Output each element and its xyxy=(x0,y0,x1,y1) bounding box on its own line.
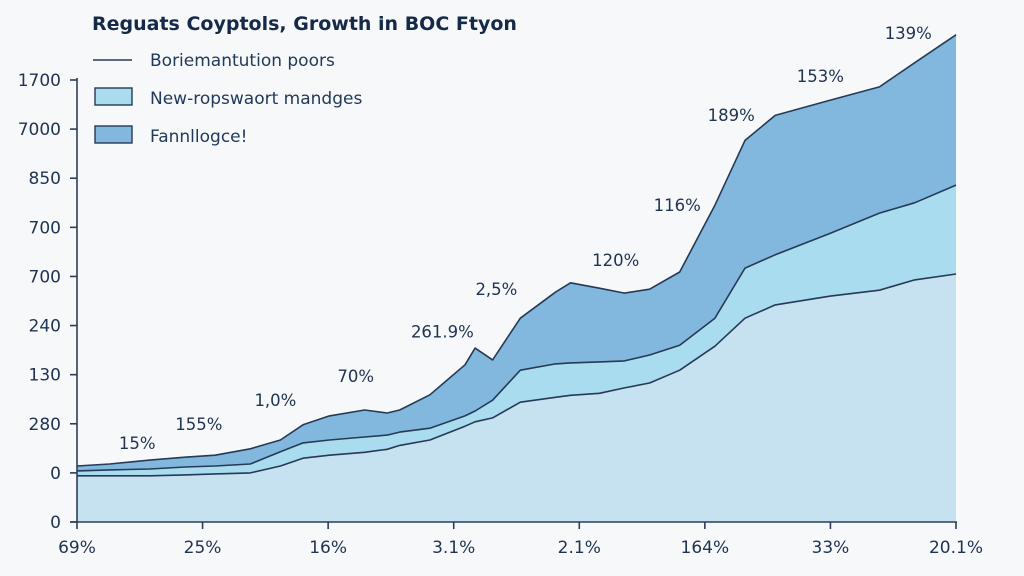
y-tick-label: 240 xyxy=(29,317,61,337)
y-tick-label: 700 xyxy=(29,218,61,238)
y-tick-label: 130 xyxy=(29,366,61,386)
y-tick-label: 7000 xyxy=(18,120,61,140)
legend: Boriemantution poors New-ropswaort mandg… xyxy=(93,51,362,147)
y-tick-label: 0 xyxy=(50,513,61,533)
data-label: 15% xyxy=(119,434,156,453)
y-tick-label: 280 xyxy=(29,415,61,435)
legend-label-new-ropswaort: New-ropswaort mandges xyxy=(150,89,362,109)
legend-swatch-fannllogce xyxy=(94,125,133,144)
y-tick-label: 1700 xyxy=(18,71,61,91)
boundary-lines xyxy=(76,34,957,477)
data-label: 70% xyxy=(337,367,374,386)
y-tick-label: 0 xyxy=(50,464,61,484)
data-label: 2,5% xyxy=(475,280,517,299)
data-label: 116% xyxy=(654,196,701,215)
legend-label-fannllogce: Fannllogce! xyxy=(150,127,247,147)
y-axis-ticks: 1700 7000 850 700 700 240 130 280 0 0 xyxy=(18,71,77,533)
data-label: 155% xyxy=(175,415,222,434)
area-base-layer xyxy=(77,274,956,522)
x-tick-label: 2.1% xyxy=(558,538,601,558)
legend-label-line: Boriemantution poors xyxy=(150,51,335,71)
x-tick-label: 164% xyxy=(681,538,730,558)
data-label: 153% xyxy=(797,67,844,86)
data-label: 189% xyxy=(708,106,755,125)
x-tick-label: 25% xyxy=(184,538,222,558)
data-label: 120% xyxy=(592,251,639,270)
x-tick-label: 20.1% xyxy=(929,538,983,558)
x-tick-label: 69% xyxy=(58,538,96,558)
x-tick-label: 3.1% xyxy=(432,538,475,558)
boundary-line-base-layer xyxy=(77,273,957,477)
data-label: 139% xyxy=(885,24,932,43)
x-tick-label: 33% xyxy=(812,538,850,558)
chart-title: Reguats Coyptols, Growth in BOC Ftyon xyxy=(92,13,517,35)
y-tick-label: 850 xyxy=(29,169,61,189)
area-layers xyxy=(77,34,956,522)
boundary-line-new-ropswaort-mandges xyxy=(76,184,957,472)
boundary-line-fannllogce xyxy=(76,34,957,467)
x-axis-ticks: 69% 25% 16% 3.1% 2.1% 164% 33% 20.1% xyxy=(58,522,983,558)
data-label: 1,0% xyxy=(254,391,296,410)
x-tick-label: 16% xyxy=(309,538,347,558)
data-label: 261.9% xyxy=(411,322,474,341)
data-labels: 15% 155% 1,0% 70% 261.9% 2,5% 120% 116% 189% 153%… xyxy=(119,24,932,453)
y-tick-label: 700 xyxy=(29,267,61,287)
legend-swatch-new-ropswaort xyxy=(94,87,133,106)
